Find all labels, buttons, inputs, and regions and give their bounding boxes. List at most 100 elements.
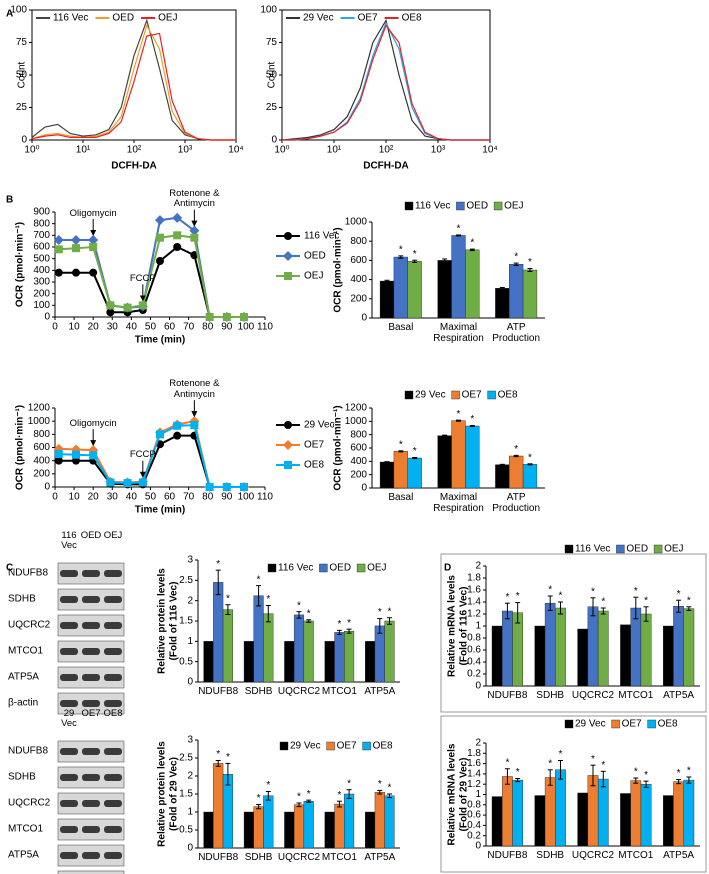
legend-swatch [653, 544, 663, 554]
y-tick-label: 1 [187, 636, 193, 647]
bar [203, 641, 214, 683]
blot-band [104, 622, 122, 629]
x-tick-label: 10¹ [327, 145, 342, 156]
point [106, 478, 115, 487]
y-tick-label: 1000 [345, 416, 368, 427]
bar [222, 609, 233, 683]
x-tick-label-box: Basal [388, 492, 413, 503]
bar [293, 804, 305, 849]
point [138, 301, 147, 310]
y-tick-label: 3 [187, 735, 193, 746]
annotation: Rotenone & Antimycin [169, 187, 220, 210]
x-tick-label-box: UQCRC2 [572, 850, 614, 861]
y-tick-label: 25 [266, 102, 278, 113]
x-tick-label-box: ATP5A [663, 850, 694, 861]
legend-label: OEJ [158, 13, 177, 24]
x-tick-label: ATP Production [492, 322, 541, 344]
bar [597, 610, 609, 687]
legend-swatch [456, 201, 465, 211]
x-tick-label: 50 [145, 492, 157, 503]
lane-label: OE8 [103, 709, 123, 719]
y-tick-label: 600 [33, 242, 50, 253]
bar [522, 464, 538, 489]
bar [502, 610, 513, 687]
blot-band [82, 570, 100, 577]
lane-label-box: 29 Vec [61, 709, 77, 729]
point [240, 313, 248, 321]
blot-band [82, 774, 100, 781]
bar [324, 641, 335, 683]
annotation-box: Oligomycin [69, 417, 117, 429]
significance-star: * [337, 790, 341, 801]
x-tick-label: 10⁴ [228, 145, 243, 156]
blot-band [60, 826, 78, 833]
x-tick-label: ATP Production [492, 492, 541, 514]
y-axis-label: OCR (pmol·min⁻¹) [15, 222, 26, 307]
y-tick-label: 2.5 [179, 575, 193, 586]
bar [213, 582, 224, 683]
point [284, 461, 292, 469]
x-tick-label: Maximal Respiration [433, 322, 484, 344]
bar [683, 608, 695, 687]
significance-star: * [514, 444, 518, 455]
blot-band [104, 774, 122, 781]
x-tick-label: Basal [388, 322, 414, 333]
legend-swatch [326, 741, 335, 751]
significance-star: * [470, 414, 474, 425]
row-label: ATP5A [8, 850, 39, 861]
blot-band [60, 570, 78, 577]
point [71, 235, 81, 245]
x-tick-label: 20 [88, 492, 100, 503]
bar [555, 769, 566, 847]
legend-label: OE7 [358, 13, 378, 24]
significance-star: * [307, 608, 311, 619]
bar [437, 435, 452, 489]
legend-label: 116 Vec [575, 544, 610, 555]
significance-star: * [257, 574, 261, 585]
bar [662, 625, 674, 687]
y-tick-label: 800 [33, 218, 50, 229]
y-tick-label: 0.2 [467, 669, 481, 680]
y-axis-label: OCR (pmol·min⁻¹) [333, 405, 344, 490]
blot-band [60, 674, 78, 681]
significance-star: * [687, 766, 691, 777]
x-tick-label: UQCRC2 [277, 686, 321, 697]
significance-star: * [266, 780, 270, 791]
significance-star: * [591, 754, 595, 765]
significance-star: * [399, 439, 403, 450]
x-tick-label: NDUFB8 [487, 690, 528, 701]
annotation: Oligomycin [69, 417, 117, 429]
point [72, 450, 80, 459]
x-tick-label-box: ATP Production [492, 492, 541, 514]
y-tick-label: 100 [10, 5, 27, 16]
legend-label: 29 Vec [575, 719, 606, 730]
point [240, 483, 248, 491]
bar [597, 778, 609, 847]
legend-label: 29 Vec [415, 390, 446, 401]
legend-label: OE8 [304, 460, 324, 471]
panel-frame [440, 553, 707, 713]
significance-star: * [347, 778, 351, 789]
y-tick-label: 1200 [28, 403, 51, 414]
legend-label: OE8 [658, 719, 678, 730]
legend-label: 116 Vec [278, 563, 313, 574]
significance-star: * [388, 606, 392, 617]
significance-star: * [516, 591, 520, 602]
legend-swatch [404, 390, 414, 400]
significance-star: * [548, 758, 552, 769]
x-tick-label-box: NDUFB8 [487, 850, 527, 861]
row-label: MTCO1 [8, 646, 43, 657]
y-tick-label: 1.4 [467, 769, 481, 780]
legend-label: OED [304, 251, 326, 262]
x-tick-label: 110 [257, 492, 273, 503]
significance-star: * [388, 783, 392, 794]
x-tick-label: 70 [183, 322, 195, 333]
bar [293, 614, 305, 683]
annotation-box: Oligomycin [70, 208, 117, 218]
point [54, 268, 63, 277]
y-tick-label: 0 [187, 677, 193, 688]
y-tick-label: 0 [44, 482, 50, 493]
y-tick-label: 700 [33, 230, 50, 241]
x-tick-label: SDHB [244, 686, 273, 697]
point [72, 268, 80, 277]
